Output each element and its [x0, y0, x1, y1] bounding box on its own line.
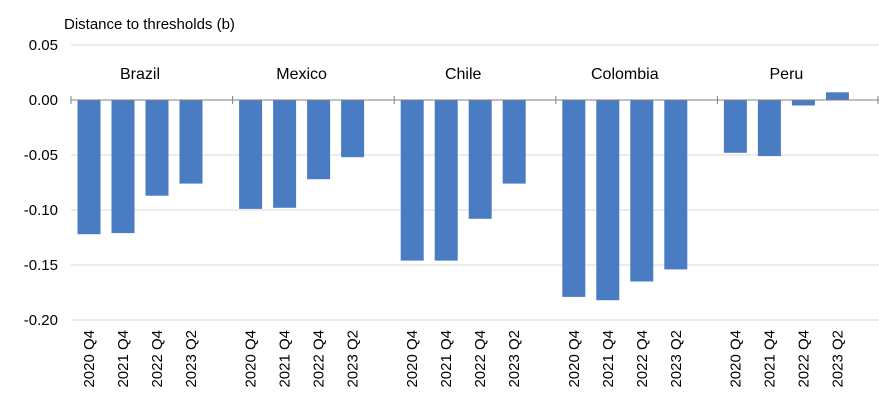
bar: [239, 100, 263, 209]
x-tick-label: 2022 Q4: [472, 330, 489, 388]
x-tick-label: 2022 Q4: [634, 330, 651, 388]
bar: [825, 92, 849, 100]
group-labels: Brazil Mexico Chile Colombia Peru: [120, 66, 803, 83]
y-tick-labels: 0.05 0.00 -0.05 -0.10 -0.15 -0.20: [24, 37, 58, 329]
bar: [562, 100, 586, 297]
axes: [70, 96, 879, 104]
bar: [307, 100, 331, 180]
bar: [791, 100, 815, 106]
bar: [630, 100, 654, 282]
x-tick-label: 2021 Q4: [115, 330, 132, 388]
x-tick-label: 2020 Q4: [727, 330, 744, 388]
x-tick-label: 2021 Q4: [600, 330, 617, 388]
x-tick-label: 2022 Q4: [311, 330, 328, 388]
x-tick-label: 2020 Q4: [566, 330, 583, 388]
bar: [596, 100, 620, 301]
bar: [111, 100, 135, 234]
group-label: Mexico: [276, 66, 327, 83]
y-tick-label: -0.20: [24, 312, 58, 329]
x-tick-label: 2023 Q2: [345, 330, 362, 388]
x-tick-label: 2020 Q4: [81, 330, 98, 388]
x-tick-label: 2020 Q4: [404, 330, 421, 388]
bar: [723, 100, 747, 153]
bar: [400, 100, 424, 261]
bar: [341, 100, 365, 158]
y-tick-label: -0.15: [24, 257, 58, 274]
x-tick-label: 2022 Q4: [149, 330, 166, 388]
group-label: Chile: [445, 66, 482, 83]
x-tick-label: 2023 Q2: [183, 330, 200, 388]
x-tick-label: 2023 Q2: [506, 330, 523, 388]
bar: [434, 100, 458, 261]
y-tick-label: -0.10: [24, 202, 58, 219]
x-tick-label: 2023 Q2: [829, 330, 846, 388]
y-tick-label: -0.05: [24, 147, 58, 164]
x-tick-labels: 2020 Q4 2021 Q4 2022 Q4 2023 Q2 2020 Q4 2021 …: [81, 330, 846, 388]
bar: [273, 100, 297, 208]
x-tick-label: 2021 Q4: [761, 330, 778, 388]
bar: [77, 100, 101, 235]
bar: [664, 100, 688, 270]
x-tick-label: 2021 Q4: [438, 330, 455, 388]
group-label: Colombia: [591, 66, 659, 83]
bars: [77, 92, 849, 301]
x-tick-label: 2022 Q4: [795, 330, 812, 388]
y-axis-title: Distance to thresholds (b): [64, 16, 235, 33]
x-tick-label: 2021 Q4: [277, 330, 294, 388]
bar: [179, 100, 203, 184]
bar: [468, 100, 492, 219]
bar: [757, 100, 781, 157]
x-tick-label: 2020 Q4: [243, 330, 260, 388]
bar: [502, 100, 526, 184]
x-tick-label: 2023 Q2: [668, 330, 685, 388]
y-tick-label: 0.00: [29, 92, 58, 109]
bar: [145, 100, 169, 196]
group-label: Peru: [770, 66, 804, 83]
y-tick-label: 0.05: [29, 37, 58, 54]
group-label: Brazil: [120, 66, 160, 83]
